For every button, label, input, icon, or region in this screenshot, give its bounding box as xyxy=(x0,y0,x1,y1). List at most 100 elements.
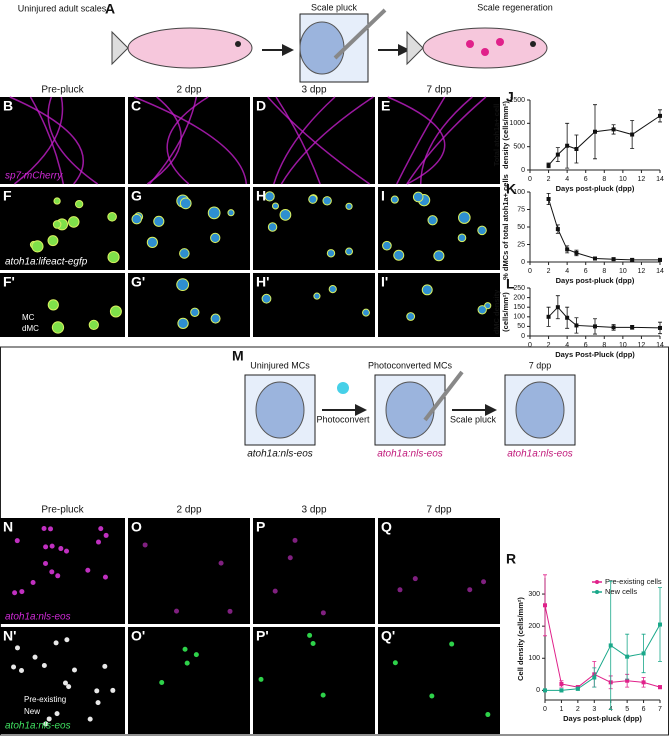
point xyxy=(555,227,560,232)
cell xyxy=(406,312,416,321)
micrograph xyxy=(253,96,375,185)
point xyxy=(630,325,635,330)
overlay-label: dMC xyxy=(22,324,39,333)
genotype: atoh1a:nls-eos xyxy=(247,449,313,460)
cell xyxy=(362,308,370,317)
point xyxy=(565,315,570,320)
cell xyxy=(53,197,61,205)
nucleus xyxy=(64,548,70,554)
nucleus xyxy=(272,588,278,594)
x-axis-label: Days post-pluck (dpp) xyxy=(556,184,635,193)
panel-label: B xyxy=(3,98,13,114)
x-tick-label: 2 xyxy=(547,268,551,275)
panel-label: I xyxy=(381,188,385,204)
point xyxy=(575,686,580,691)
scale-edge xyxy=(148,96,198,185)
nucleus xyxy=(30,580,36,586)
fish-tail xyxy=(406,30,424,66)
nucleus xyxy=(292,537,298,543)
y-tick-label: 50 xyxy=(517,224,525,231)
nucleus xyxy=(46,716,52,722)
image-bg xyxy=(128,518,250,624)
panel-label: O xyxy=(131,519,142,535)
scale-edge xyxy=(13,96,64,185)
nucleus xyxy=(41,525,47,531)
panel-label: M xyxy=(232,348,244,364)
caption: 7 dpp xyxy=(529,360,552,370)
cell xyxy=(146,236,158,248)
micrograph xyxy=(0,273,125,337)
cell xyxy=(52,220,62,229)
column-header: 2 dpp xyxy=(176,505,201,516)
nucleus xyxy=(48,526,54,532)
caption: Scale regeneration xyxy=(477,2,553,12)
x-axis-label: Days post-pluck (dpp) xyxy=(556,276,635,285)
y-tick-label: 0 xyxy=(521,333,525,340)
scale-edge xyxy=(9,96,84,185)
x-tick-label: 14 xyxy=(656,176,664,183)
cell xyxy=(47,299,59,311)
nucleus xyxy=(49,569,55,575)
lamp xyxy=(337,382,349,394)
x-tick-label: 6 xyxy=(642,706,646,713)
y-axis-label: dMC density xyxy=(492,289,501,334)
micrograph xyxy=(128,96,250,185)
x-tick-label: 8 xyxy=(602,176,606,183)
nucleus xyxy=(102,663,108,669)
nucleus xyxy=(110,687,116,693)
cell xyxy=(227,209,235,217)
image-bg xyxy=(253,518,375,624)
column-header: 3 dpp xyxy=(301,85,326,96)
legend-marker xyxy=(595,590,599,594)
fish xyxy=(127,27,253,69)
micrograph xyxy=(0,187,125,270)
legend-label: Pre-existing cells xyxy=(605,577,662,586)
point xyxy=(543,688,547,693)
cell xyxy=(458,211,471,224)
y-tick-label: 150 xyxy=(513,304,525,311)
scale-edge xyxy=(273,96,336,185)
point xyxy=(555,152,560,157)
x-tick-label: 4 xyxy=(565,176,569,183)
cell xyxy=(326,249,336,258)
nucleus xyxy=(310,640,316,646)
nucleus xyxy=(449,641,455,647)
regen-dot xyxy=(481,48,489,56)
x-tick-label: 12 xyxy=(638,268,646,275)
nucleus xyxy=(43,561,49,567)
nucleus xyxy=(485,712,491,718)
nucleus xyxy=(55,573,61,579)
panel-label: H' xyxy=(256,274,269,290)
image-bg xyxy=(378,627,500,734)
cell xyxy=(427,215,438,226)
point xyxy=(593,324,597,329)
x-tick-label: 12 xyxy=(638,342,646,349)
point xyxy=(658,325,662,330)
nucleus xyxy=(54,711,60,717)
nucleus xyxy=(94,688,100,694)
cell xyxy=(177,317,189,330)
point xyxy=(641,680,646,685)
nucleus xyxy=(429,693,435,699)
point xyxy=(658,257,662,262)
nucleus xyxy=(19,589,25,595)
image-bg xyxy=(0,627,125,734)
y-tick-label: 100 xyxy=(528,655,540,662)
x-tick-label: 6 xyxy=(584,342,588,349)
nucleus xyxy=(392,660,398,666)
micrograph xyxy=(253,627,375,734)
nucleus xyxy=(258,676,264,682)
panel-label: A xyxy=(105,1,115,17)
x-tick-label: 10 xyxy=(619,342,627,349)
nucleus xyxy=(87,716,93,722)
y-tick-label: 1000 xyxy=(509,120,525,127)
scale xyxy=(385,381,435,439)
caption: Uninjured MCs xyxy=(250,360,310,370)
cell xyxy=(345,247,353,256)
point xyxy=(611,325,616,330)
legend-label: New cells xyxy=(605,587,637,596)
nucleus xyxy=(103,532,109,538)
cell xyxy=(345,202,353,210)
nucleus xyxy=(320,610,326,616)
cell xyxy=(31,240,44,253)
